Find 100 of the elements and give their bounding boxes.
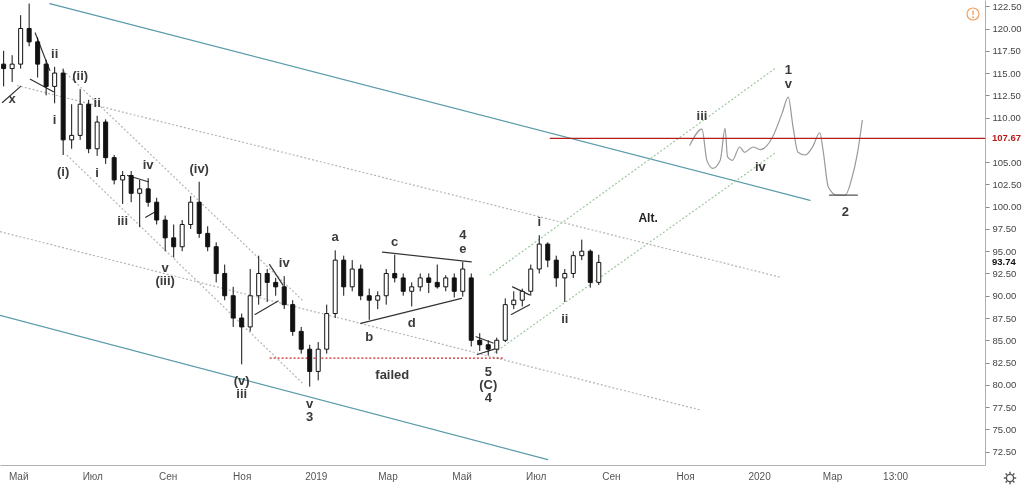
annotation: 3: [306, 408, 314, 424]
candlestick: [553, 255, 559, 288]
candlestick: [307, 344, 313, 388]
x-tick-label: Сен: [602, 470, 621, 482]
annotation: i: [537, 214, 542, 230]
annotation: (i): [57, 164, 70, 179]
annotation: iii: [117, 212, 129, 228]
candlestick: [111, 154, 117, 185]
y-tick-label: 97.50: [992, 223, 1017, 235]
annotation: 4: [459, 226, 468, 242]
annotation: 107.67: [992, 132, 1022, 144]
candlestick: [35, 36, 41, 78]
candlestick: [434, 264, 440, 290]
x-tick-label: 2019: [305, 470, 328, 482]
annotation: v: [161, 260, 170, 276]
candlestick: [409, 281, 415, 307]
candlestick: [9, 54, 15, 83]
candlestick: [52, 66, 58, 104]
annotation: (C): [479, 377, 498, 393]
candlestick: [179, 219, 185, 252]
annotation: iv: [142, 157, 155, 173]
annotation: 2: [841, 204, 849, 220]
candlestick: [128, 170, 134, 203]
candlestick: [579, 239, 585, 261]
annotation: d: [407, 315, 416, 331]
candlestick: [43, 59, 49, 96]
y-tick-label: 102.50: [992, 178, 1022, 190]
annotation: (iv): [189, 160, 209, 176]
y-tick-label: 117.50: [992, 45, 1021, 57]
x-tick-label: Июл: [82, 470, 104, 482]
annotation: iv: [278, 255, 291, 271]
candlestick: [171, 223, 177, 258]
annotation: v: [306, 395, 315, 411]
annotation: 4: [484, 390, 493, 406]
candlestick: [596, 254, 602, 286]
candlestick: [256, 255, 262, 306]
annotation: c: [391, 233, 399, 249]
candlestick: [137, 179, 143, 228]
candlestick: [570, 250, 576, 279]
x-tick-label: Сен: [158, 470, 178, 482]
candlestick: [239, 313, 245, 365]
candlestick: [1, 50, 7, 87]
annotation: i: [95, 164, 99, 180]
annotation: i: [52, 112, 57, 128]
annotation: iv: [754, 158, 767, 174]
y-tick-label: 120.00: [992, 23, 1022, 35]
candlestick: [298, 326, 304, 355]
y-tick-label: 77.50: [992, 401, 1017, 413]
candlestick: [545, 241, 551, 268]
candlestick: [528, 264, 534, 297]
x-tick-label: 2020: [748, 470, 772, 482]
candlestick: [562, 268, 568, 303]
annotation: ii: [93, 94, 101, 110]
annotation: ii: [51, 45, 59, 61]
y-tick-label: 115.00: [992, 67, 1021, 79]
candlestick: [383, 268, 389, 306]
candlestick: [230, 286, 236, 328]
y-tick-label: 92.50: [992, 267, 1017, 279]
candlestick: [69, 103, 75, 150]
line-series: [689, 96, 863, 196]
annotation: Alt.: [638, 211, 658, 226]
candlestick: [120, 170, 126, 205]
x-tick-label: Мар: [822, 470, 843, 482]
y-tick-label: 122.50: [992, 0, 1022, 12]
annotation: 1: [784, 62, 792, 78]
x-tick-label: Июл: [525, 470, 547, 482]
annotation: iii: [696, 108, 708, 124]
y-tick-label: 110.00: [992, 112, 1021, 124]
y-tick-label: 105.00: [992, 156, 1022, 168]
y-tick-label: 75.00: [992, 423, 1017, 435]
y-tick-label: 95.00: [992, 245, 1017, 257]
annotation: (ii): [72, 68, 89, 84]
candlestick: [264, 268, 270, 303]
candlestick: [366, 288, 372, 321]
x-tick-label: 13:00: [883, 470, 909, 482]
text: 93.74: [992, 256, 1017, 268]
candlestick: [145, 177, 151, 208]
candlestick: [315, 341, 321, 381]
candlestick: [400, 272, 406, 297]
y-tick-label: 87.50: [992, 312, 1017, 324]
candlestick: [460, 261, 466, 298]
candlestick: [222, 264, 228, 301]
annotation: (iii): [155, 273, 175, 289]
candlestick: [26, 3, 32, 47]
x-tick-label: Мар: [378, 470, 399, 482]
candlestick: [426, 272, 432, 294]
candlestick: [451, 272, 457, 299]
candlestick: [205, 225, 211, 252]
candlestick: [392, 254, 398, 283]
y-tick-label: 72.50: [992, 446, 1017, 458]
x-tick-label: Ноя: [676, 470, 695, 482]
candlestick: [349, 259, 355, 292]
y-tick-label: 112.50: [992, 89, 1021, 101]
annotation: a: [331, 229, 340, 245]
annotation: ii: [561, 310, 569, 326]
annotation: e: [459, 240, 467, 256]
annotation: v: [784, 76, 793, 92]
annotation: failed: [375, 367, 410, 383]
annotation: x: [8, 90, 17, 106]
y-tick-label: 82.50: [992, 357, 1017, 369]
